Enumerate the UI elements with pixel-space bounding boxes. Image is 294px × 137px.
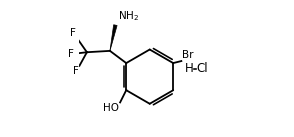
Text: Cl: Cl: [196, 62, 208, 75]
Text: HO: HO: [103, 103, 119, 113]
Polygon shape: [110, 25, 117, 51]
Text: NH$_2$: NH$_2$: [118, 9, 139, 23]
Text: F: F: [68, 49, 74, 59]
Text: F: F: [71, 28, 76, 38]
Text: H: H: [185, 62, 194, 75]
Text: Br: Br: [182, 50, 193, 60]
Text: F: F: [73, 66, 79, 76]
